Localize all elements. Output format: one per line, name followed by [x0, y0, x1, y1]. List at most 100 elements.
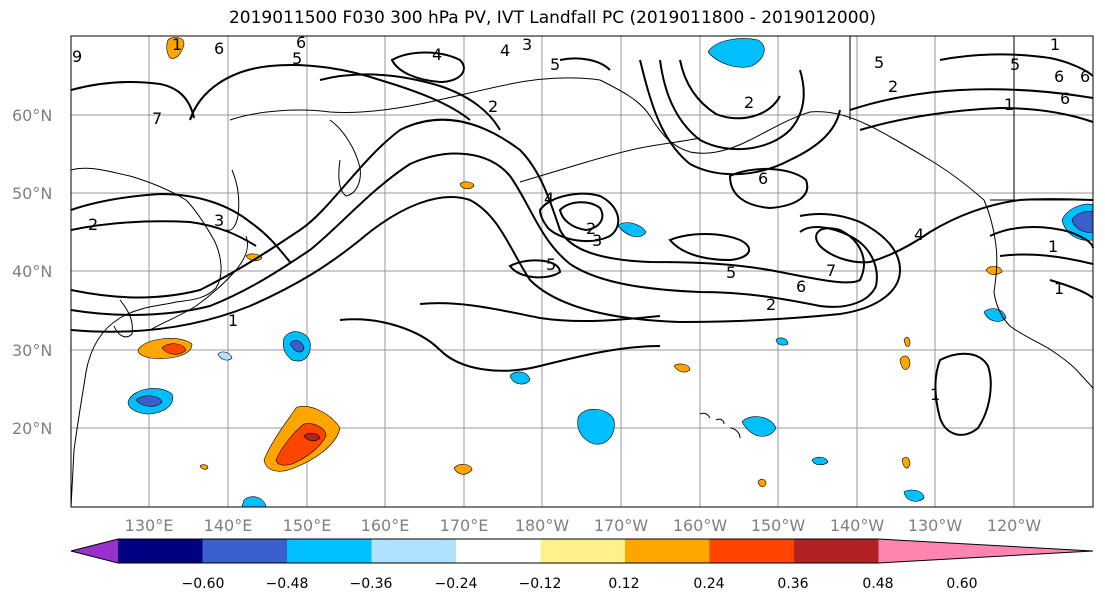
contour-label: 2 [586, 219, 596, 238]
anomaly-blob-neg [741, 416, 777, 437]
map-title: 2019011500 F030 300 hPa PV, IVT Landfall… [228, 8, 876, 28]
coast-hawaii [699, 412, 741, 439]
colorbar-segment [794, 539, 879, 563]
coastlines [70, 36, 1094, 508]
anomaly-blob-pos [166, 37, 185, 59]
contour-label: 3 [214, 211, 224, 230]
anomaly-blob-neg [509, 371, 531, 385]
colorbar-segment [202, 539, 288, 563]
colorbar-tick-label: 0.24 [693, 576, 724, 592]
contour-label: 2 [488, 97, 498, 116]
contour-label: 2 [744, 93, 754, 112]
colorbar-segment [456, 539, 541, 563]
anomaly-blob-neg [903, 489, 925, 502]
colorbar-tick-label: 0.36 [777, 576, 808, 592]
colorbar-tick-label: 0.60 [946, 576, 977, 592]
anomaly-blob-neg [983, 308, 1007, 322]
lon-label: 150°W [751, 516, 806, 535]
pv-contour [339, 318, 661, 372]
pv-contour [659, 59, 805, 151]
pv-contour [70, 118, 1094, 299]
anomaly-blob-neg [707, 38, 765, 68]
colorbar-outline [70, 538, 1094, 564]
coast-na-west [983, 199, 1094, 389]
contour-label: 1 [1004, 95, 1014, 114]
pv-contour [70, 220, 257, 247]
anomaly-blob-neg [617, 222, 647, 238]
contour-label: 1 [228, 311, 238, 330]
lon-label: 120°W [987, 516, 1042, 535]
contour-label: 5 [550, 55, 560, 74]
pv-contour [934, 352, 992, 436]
coast-alaska [599, 79, 985, 201]
contour-label: 1 [1050, 35, 1060, 54]
colorbar-segment [118, 539, 203, 563]
anomaly-blob-pos [899, 355, 911, 370]
contour-label: 5 [726, 263, 736, 282]
anomaly-blob-neg-core [135, 395, 163, 407]
colorbar-extend-min [71, 539, 118, 563]
contour-label: 1 [1054, 279, 1064, 298]
colorbar-tick-labels: −0.60 −0.48 −0.36 −0.24 −0.12 0.12 0.24 … [182, 576, 978, 592]
coast-kamchatka [329, 119, 361, 197]
anomaly-blob-neg [775, 337, 789, 346]
lat-label: 40°N [12, 262, 52, 281]
lon-label: 160°E [361, 516, 410, 535]
lat-label: 60°N [12, 106, 52, 125]
latitude-labels: 60°N 50°N 40°N 30°N 20°N [12, 106, 52, 438]
anomaly-blob-pos [459, 181, 475, 190]
contour-label: 6 [758, 169, 768, 188]
contour-label: 4 [432, 45, 442, 64]
lon-label: 140°W [830, 516, 885, 535]
anomaly-blob-pos [199, 464, 209, 470]
pv-contour [70, 192, 291, 263]
contour-label: 1 [1048, 237, 1058, 256]
contour-label: 5 [292, 49, 302, 68]
pv-contour [538, 192, 620, 243]
pv-contour [319, 57, 611, 131]
lon-label: 170°E [440, 516, 489, 535]
pv-contour [419, 302, 661, 323]
anomaly-blob-pos [453, 464, 473, 475]
coast-japan [149, 235, 249, 331]
contour-label: 5 [1010, 55, 1020, 74]
anomaly-blob-pos [985, 266, 1003, 276]
anomaly-blob-pos [903, 337, 911, 347]
lon-label: 130°W [908, 516, 963, 535]
contour-label: 6 [796, 277, 806, 296]
pv-contour [668, 233, 751, 262]
pv-contour [989, 226, 1094, 249]
contour-label: 9 [72, 47, 82, 66]
pv-contour [390, 51, 465, 84]
colorbar-tick-label: −0.24 [435, 576, 478, 592]
pv-contour [859, 106, 1094, 131]
pv-contour [679, 59, 781, 120]
contour-label: 4 [914, 225, 924, 244]
pv-contours [70, 51, 1094, 436]
map-frame [70, 35, 1094, 508]
lat-label: 30°N [12, 341, 52, 360]
pv-contour [508, 259, 562, 279]
contour-label: 1 [172, 35, 182, 54]
anomaly-blob-pos [757, 478, 767, 488]
contour-value-labels: 6 5 4 3 2 1 7 6 5 4 3 2 1 5 6 5 2 3 1 6 … [72, 33, 1090, 404]
pv-contour [70, 81, 195, 119]
contour-label: 2 [888, 77, 898, 96]
colorbar-tick-label: 0.48 [862, 576, 893, 592]
contour-label: 2 [766, 295, 776, 314]
lon-label: 180°W [515, 516, 570, 535]
lon-label: 130°E [125, 516, 174, 535]
contour-label: 6 [214, 39, 224, 58]
anomaly-blob-pos-core2 [303, 432, 321, 442]
colorbar-tick-label: −0.60 [182, 576, 225, 592]
lon-label: 160°W [673, 516, 728, 535]
colorbar-segment [287, 539, 372, 563]
contour-label: 3 [592, 231, 602, 250]
pv-contour [939, 53, 1094, 77]
longitude-labels: 130°E 140°E 150°E 160°E 170°E 180°W 170°… [125, 516, 1042, 535]
shaded-anomalies [127, 37, 1094, 508]
contour-label: 3 [522, 35, 532, 54]
colorbar-tick-label: 0.12 [608, 576, 639, 592]
lon-label: 140°E [204, 516, 253, 535]
